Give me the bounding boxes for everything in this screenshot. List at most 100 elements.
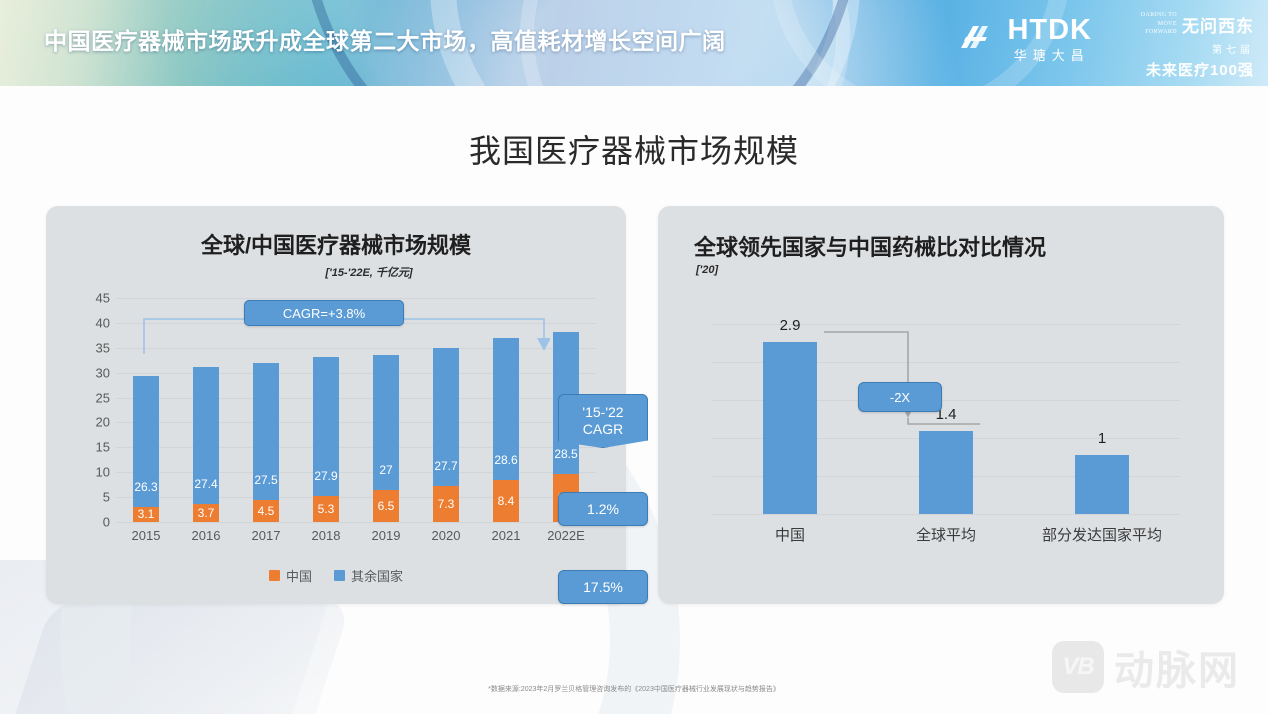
y-tick-25: 25 <box>95 390 110 406</box>
y-axis-ticks: 45 40 35 30 25 20 15 10 5 0 <box>76 291 110 530</box>
legend-label: 其余国家 <box>351 569 404 584</box>
brand-name-en: HTDK <box>1007 14 1092 46</box>
bar-中国 <box>763 341 817 514</box>
bar-column: 27.7 7.3 <box>416 298 476 522</box>
cagr-column: '15-'22 CAGR 1.2% 17.5% <box>558 394 648 604</box>
gridline <box>712 514 1180 515</box>
right-panel-subtitle: ['20] <box>696 264 719 276</box>
bar-column: 27 6.5 <box>356 298 416 522</box>
bar-column: 2.9 <box>712 317 868 514</box>
source-footnote: *数据来源:2023年2月罗兰贝格管理咨询发布的《2023中国医疗器械行业发展现… <box>488 686 780 693</box>
x-tick-2016: 2016 <box>191 528 221 543</box>
y-tick-5: 5 <box>102 489 110 505</box>
left-panel-title: 全球/中国医疗器械市场规模 <box>200 233 472 258</box>
legend-label: 中国 <box>285 569 312 584</box>
campaign-tagline-en: DARING TO MOVE FORWARD <box>1140 12 1177 36</box>
bar-series-group: 26.3 3.1 27.4 3.7 27.5 4.5 27.9 5.3 27 6.5 27.7 7.3… <box>116 298 596 522</box>
x-axis-labels: 2015 2016 2017 2018 2019 2020 2021 2022E <box>116 528 596 543</box>
bar-segment-rest-of-world: 27.4 <box>193 367 219 504</box>
bar-value-label: 27.4 <box>194 476 218 491</box>
bar-segment-china: 4.5 <box>253 499 279 522</box>
ratio-gap-badge: -2X <box>858 382 942 412</box>
bar-value-label: 1 <box>1097 429 1107 447</box>
right-panel-title: 全球领先国家与中国药械比对比情况 <box>694 235 1047 260</box>
x-tick-2018: 2018 <box>311 528 341 543</box>
campaign-edition: 第七届 <box>1212 45 1254 57</box>
gridline <box>712 400 1180 401</box>
gridline <box>116 472 596 474</box>
bar-segment-china: 3.1 <box>133 506 159 522</box>
bar-segment-china: 8.4 <box>493 480 519 522</box>
y-tick-35: 35 <box>95 340 110 356</box>
gridline <box>116 522 596 523</box>
x-tick-label: 中国 <box>774 527 805 544</box>
bar-column: 27.5 4.5 <box>236 298 296 522</box>
legend-item[interactable]: 中国 <box>268 566 312 585</box>
y-tick-15: 15 <box>95 439 110 455</box>
right-x-axis-labels: 中国 全球平均 部分发达国家平均 <box>712 524 1180 545</box>
bar-value-label: 3.1 <box>137 507 155 522</box>
bar-value-label: 26.3 <box>134 479 158 494</box>
bar-value-label: 4.5 <box>257 503 275 518</box>
brand-logo: HTDK 华瑭大昌 <box>957 16 1092 62</box>
chart-legend: 中国 其余国家 <box>76 566 596 585</box>
legend-swatch-icon <box>334 570 345 581</box>
brand-name-cn: 华瑭大昌 <box>1013 48 1090 63</box>
stacked-bar-chart: 45 40 35 30 25 20 15 10 5 0 26.3 3.1 27.4 3.7 27.5 4.5… <box>76 291 648 604</box>
bar-segment-china: 6.5 <box>373 489 399 522</box>
page-title: 我国医疗器械市场规模 <box>468 133 799 169</box>
gridline <box>116 397 596 399</box>
campaign-title-cn: 无问西东 <box>1182 16 1254 36</box>
gridline <box>116 298 596 299</box>
header-title: 中国医疗器械市场跃升成全球第二大市场，高值耗材增长空间广阔 <box>44 28 726 54</box>
bar-value-label: 28.6 <box>494 453 518 468</box>
brand-text-block: HTDK 华瑭大昌 <box>1007 14 1092 63</box>
cagr-header-line1: '15-'22 <box>582 403 624 420</box>
gridline <box>116 422 596 424</box>
background-swoosh-decoration-2 <box>0 600 353 714</box>
y-tick-40: 40 <box>95 315 110 331</box>
bar-segment-china: 3.7 <box>193 503 219 522</box>
comparison-bar-chart: 2.9 1.4 1 -2X 中国 全球平均 部分发达国家平均 <box>712 302 1180 564</box>
gridline <box>712 324 1180 325</box>
bar-value-label: 28.5 <box>554 447 578 462</box>
x-tick-label: 部分发达国家平均 <box>1041 527 1162 544</box>
bar-value-label: 2.9 <box>779 316 801 334</box>
campaign-top-row: DARING TO MOVE FORWARD 无问西东 <box>1104 11 1254 37</box>
x-tick-2019: 2019 <box>371 528 401 543</box>
y-tick-30: 30 <box>95 365 110 381</box>
bar-value-label: 27.9 <box>314 468 338 483</box>
bar-value-label: 27 <box>379 462 393 477</box>
panel-global-china-market-size: 全球/中国医疗器械市场规模 ['15-'22E, 千亿元] 45 40 35 30 25… <box>46 206 648 604</box>
legend-swatch-icon <box>268 570 280 581</box>
bar-value-label: 27.7 <box>434 458 458 473</box>
gridline <box>116 372 596 374</box>
left-panel-subtitle: ['15-'22E, 千亿元] <box>325 267 413 279</box>
x-tick-2022E: 2022E <box>547 528 585 543</box>
campaign-logo: DARING TO MOVE FORWARD 无问西东 第七届 未来医疗100强 <box>1104 11 1254 80</box>
bar-column: 27.9 5.3 <box>296 298 356 522</box>
cagr-header-line2: CAGR <box>582 421 624 437</box>
bar-segment-rest-of-world: 27.7 <box>433 347 459 486</box>
x-tick-2020: 2020 <box>431 528 461 543</box>
campaign-subtitle: 未来医疗100强 <box>1145 62 1254 80</box>
right-plot-area: 2.9 1.4 1 -2X <box>712 317 1180 515</box>
panel-drug-device-ratio: 全球领先国家与中国药械比对比情况 ['20] 2.9 1.4 1 -2X 中国 全球平… <box>658 206 1224 604</box>
htdk-logo-icon <box>961 26 989 48</box>
bar-column: 26.3 3.1 <box>116 298 176 522</box>
y-tick-10: 10 <box>95 464 110 480</box>
bar-value-label: 5.3 <box>317 501 335 516</box>
bar-value-label: 8.4 <box>497 494 515 509</box>
x-tick-2015: 2015 <box>131 528 161 543</box>
x-tick-label: 全球平均 <box>915 527 976 544</box>
plot-area: 26.3 3.1 27.4 3.7 27.5 4.5 27.9 5.3 27 6.5 27.7 7.3… <box>116 298 596 523</box>
right-bar-series-group: 2.9 1.4 1 <box>712 317 1180 514</box>
bar-column: 27.4 3.7 <box>176 298 236 522</box>
bar-segment-rest-of-world: 26.3 <box>133 375 159 507</box>
bar-value-label: 27.5 <box>254 472 278 487</box>
cagr-overall-badge: CAGR=+3.8% <box>244 300 404 326</box>
gridline <box>116 447 596 449</box>
bar-value-label: 7.3 <box>437 496 455 511</box>
legend-item[interactable]: 其余国家 <box>334 566 403 585</box>
bar-segment-rest-of-world: 28.6 <box>493 337 519 481</box>
